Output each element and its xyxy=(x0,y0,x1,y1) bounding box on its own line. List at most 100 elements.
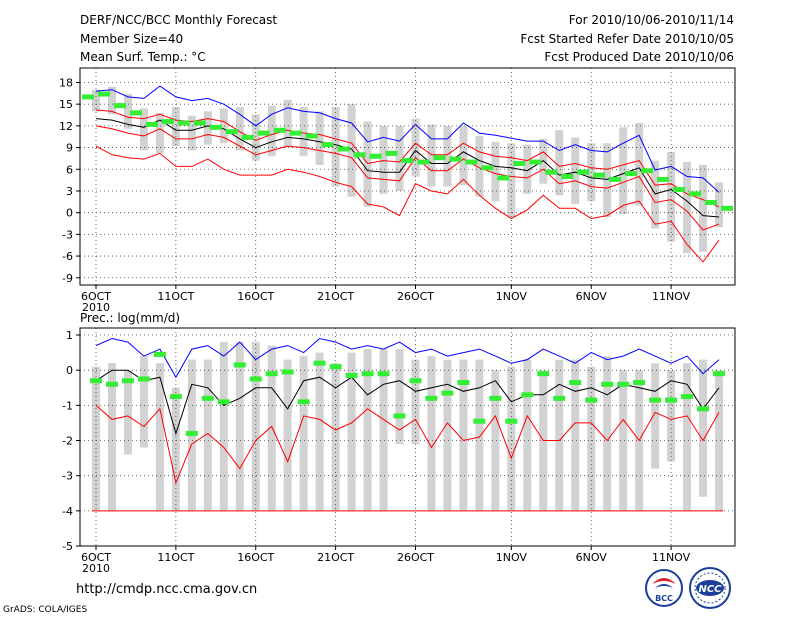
spread-bar xyxy=(507,366,516,511)
spread-bar xyxy=(171,387,180,511)
spread-bar xyxy=(571,359,580,511)
spread-bar xyxy=(123,94,132,129)
member-size: Member Size=40 xyxy=(80,32,184,46)
x-tick-label: 6OCT xyxy=(81,551,111,564)
climate-marker xyxy=(193,120,206,126)
spread-bar xyxy=(427,356,436,511)
climate-marker xyxy=(521,392,534,398)
plot-frame xyxy=(79,327,736,547)
climate-marker xyxy=(577,169,590,175)
climate-marker xyxy=(345,372,358,378)
climate-marker xyxy=(209,124,222,130)
spread-bar xyxy=(683,363,692,511)
x-tick-label: 26OCT xyxy=(397,551,434,564)
spread-bar xyxy=(411,118,420,177)
spread-bar xyxy=(363,121,372,207)
spread-bar xyxy=(539,138,548,184)
spread-bar xyxy=(139,356,148,448)
spread-bar xyxy=(619,127,628,215)
climate-marker xyxy=(129,110,142,116)
series-line-max xyxy=(95,337,720,379)
climate-marker xyxy=(529,159,542,165)
climate-marker xyxy=(417,159,430,165)
forecast-produced-date: Fcst Produced Date 2010/10/06 xyxy=(544,50,734,64)
climate-marker xyxy=(513,160,526,166)
forecast-started-date: Fcst Started Refer Date 2010/10/05 xyxy=(520,32,734,46)
spread-bar xyxy=(235,342,244,511)
x-tick-label: 11OCT xyxy=(157,290,194,303)
spread-bar xyxy=(555,130,564,196)
climate-marker xyxy=(569,380,582,385)
x-tick-label: 21OCT xyxy=(317,551,354,564)
spread-bar xyxy=(715,370,723,511)
climate-marker xyxy=(553,395,566,401)
y-tick-label: -4 xyxy=(62,505,73,518)
spread-bar xyxy=(395,125,404,191)
climate-marker xyxy=(153,351,166,357)
climate-marker xyxy=(641,168,654,174)
climate-marker xyxy=(169,394,182,400)
x-tick-label: 21OCT xyxy=(317,290,354,303)
x-tick-label: 11NOV xyxy=(652,290,691,303)
spread-bar xyxy=(251,342,260,511)
climate-marker xyxy=(225,129,238,135)
series-line-upper xyxy=(95,109,720,208)
climate-marker xyxy=(617,381,630,387)
climate-marker xyxy=(185,430,198,436)
y-tick-label: 15 xyxy=(59,98,73,111)
y-tick-label: 3 xyxy=(66,185,73,198)
precip-variable-label: Prec.: log(mm/d) xyxy=(80,311,181,325)
ncc-logo-text: NCC xyxy=(698,584,722,595)
spread-bar xyxy=(475,135,484,197)
climate-marker xyxy=(449,156,462,162)
bcc-logo: BCC xyxy=(644,568,684,608)
y-tick-label: -1 xyxy=(62,399,73,412)
spread-bar xyxy=(523,144,532,194)
climate-marker xyxy=(177,120,190,126)
climate-marker xyxy=(313,360,326,366)
spread-bar xyxy=(683,162,692,254)
climate-marker xyxy=(137,376,150,382)
y-tick-label: 0 xyxy=(66,364,73,377)
spread-bar xyxy=(635,122,644,206)
spread-bar xyxy=(107,363,116,511)
spread-bar xyxy=(411,359,420,445)
climate-marker xyxy=(625,171,638,177)
source-url[interactable]: http://cmdp.ncc.cma.gov.cn xyxy=(76,582,258,597)
y-tick-label: -5 xyxy=(62,540,73,553)
spread-bar xyxy=(555,359,564,511)
climate-marker xyxy=(585,397,598,403)
chart-title: DERF/NCC/BCC Monthly Forecast xyxy=(80,13,278,27)
climate-marker xyxy=(633,380,646,385)
x-tick-label: 16OCT xyxy=(237,290,274,303)
spread-bar xyxy=(347,104,356,197)
spread-bar xyxy=(619,370,628,511)
spread-bar xyxy=(699,359,708,497)
spread-bar xyxy=(299,107,308,157)
spread-bar xyxy=(395,349,404,445)
spread-bar xyxy=(219,342,228,511)
climate-marker xyxy=(673,187,686,193)
spread-bar xyxy=(571,137,580,204)
spread-bar xyxy=(523,359,532,511)
spread-bar xyxy=(459,125,468,186)
spread-bar xyxy=(443,359,452,511)
spread-bar xyxy=(379,349,388,511)
climate-marker xyxy=(689,191,702,197)
climate-marker xyxy=(545,169,558,175)
spread-bar xyxy=(715,182,723,228)
series-line-min xyxy=(95,145,720,263)
spread-bar xyxy=(363,349,372,511)
y-tick-label: 18 xyxy=(59,76,73,89)
temp-variable-label: Mean Surf. Temp.: °C xyxy=(80,50,206,64)
series-line-max xyxy=(95,85,720,193)
y-tick-label: -3 xyxy=(62,470,73,483)
climate-marker xyxy=(113,103,126,109)
spread-bar xyxy=(283,359,292,511)
spread-bar xyxy=(603,356,612,511)
series-line-lower xyxy=(95,125,720,231)
spread-bar xyxy=(315,111,324,165)
spread-bar xyxy=(651,363,660,469)
